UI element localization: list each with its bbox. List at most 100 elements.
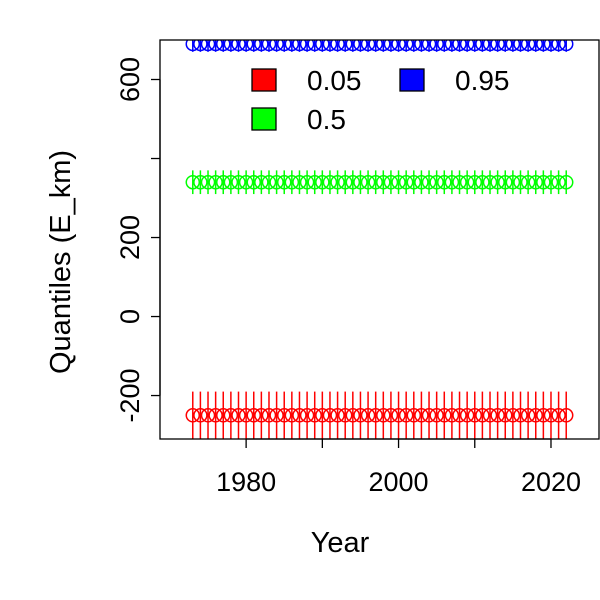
data-point <box>216 40 231 52</box>
data-point <box>238 40 254 52</box>
data-point <box>261 174 277 190</box>
data-point <box>254 174 269 190</box>
data-point <box>246 408 261 423</box>
data-point <box>322 40 338 52</box>
data-point <box>391 174 406 190</box>
data-point <box>345 408 361 423</box>
legend-label: 0.95 <box>455 65 510 96</box>
data-point <box>406 40 422 52</box>
series-0.95 <box>185 40 574 52</box>
data-point <box>185 40 201 52</box>
data-point <box>185 174 201 190</box>
data-point <box>376 40 391 52</box>
data-point <box>421 174 437 190</box>
data-point <box>459 408 475 423</box>
data-point <box>299 40 315 52</box>
data-point <box>467 174 483 190</box>
data-point <box>558 174 574 190</box>
data-point <box>238 174 254 190</box>
data-point <box>216 174 231 190</box>
data-point <box>360 40 376 52</box>
series-layer <box>185 40 574 439</box>
legend-swatch <box>251 107 277 131</box>
legend-item-0.5: 0.5 <box>251 104 346 135</box>
data-point <box>437 40 452 52</box>
data-point <box>284 174 300 190</box>
data-point <box>269 174 284 190</box>
series-0.5 <box>185 170 574 195</box>
data-point <box>200 174 216 190</box>
series-0.05 <box>185 391 574 439</box>
y-tick-label: -200 <box>115 369 145 423</box>
legend-item-0.95: 0.95 <box>399 65 510 96</box>
data-point <box>467 40 483 52</box>
data-point <box>193 174 208 190</box>
data-point <box>223 40 239 52</box>
data-point <box>330 174 345 190</box>
data-point <box>254 40 269 52</box>
data-point <box>231 40 246 52</box>
data-point <box>360 174 376 190</box>
data-point <box>543 408 559 423</box>
data-point <box>536 408 551 423</box>
data-point <box>383 174 399 190</box>
data-point <box>337 174 353 190</box>
legend-swatch <box>399 68 425 92</box>
y-tick-label: 0 <box>115 309 145 324</box>
x-tick-label: 1980 <box>216 467 276 497</box>
data-point <box>528 174 543 190</box>
data-point <box>284 408 300 423</box>
data-point <box>383 40 399 52</box>
data-point <box>292 174 307 190</box>
data-point <box>261 40 277 52</box>
x-axis-label: Year <box>311 527 370 559</box>
data-point <box>528 40 543 52</box>
data-point <box>330 40 345 52</box>
legend-label: 0.5 <box>307 104 346 135</box>
data-point <box>299 174 315 190</box>
data-point <box>337 40 353 52</box>
data-point <box>391 40 406 52</box>
data-point <box>383 408 399 423</box>
data-point <box>398 174 414 190</box>
data-point <box>231 174 246 190</box>
data-point <box>536 174 551 190</box>
legend-label: 0.05 <box>307 65 362 96</box>
data-point <box>482 408 498 423</box>
data-point <box>498 174 513 190</box>
data-point <box>284 40 300 52</box>
data-point <box>223 408 239 423</box>
data-point <box>276 40 292 52</box>
data-point <box>292 40 307 52</box>
data-point <box>208 40 223 52</box>
data-point <box>368 174 383 190</box>
data-point <box>475 174 490 190</box>
data-point <box>231 408 246 423</box>
data-point <box>193 40 208 52</box>
data-point <box>406 408 422 423</box>
data-point <box>414 174 429 190</box>
data-point <box>444 40 460 52</box>
data-point <box>330 408 345 423</box>
data-point <box>475 40 490 52</box>
data-point <box>353 408 368 423</box>
data-point <box>353 40 368 52</box>
x-axis: 1980 2000 2020 <box>216 438 581 497</box>
data-point <box>368 40 383 52</box>
data-point <box>505 174 521 190</box>
data-point <box>292 408 307 423</box>
data-point <box>208 174 223 190</box>
data-point <box>391 408 406 423</box>
data-point <box>307 40 322 52</box>
data-point <box>315 40 330 52</box>
data-point <box>558 408 574 423</box>
data-point <box>299 408 315 423</box>
data-point <box>520 408 536 423</box>
data-point <box>505 40 521 52</box>
data-point <box>429 174 444 190</box>
data-point <box>193 408 208 423</box>
data-point <box>345 40 361 52</box>
data-point <box>558 40 574 52</box>
data-point <box>246 174 261 190</box>
